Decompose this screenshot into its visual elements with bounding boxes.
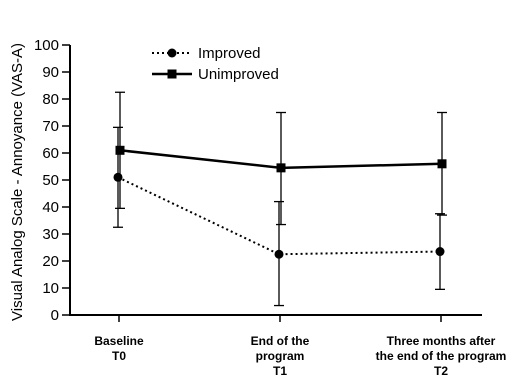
y-tick-label: 80 [42, 91, 59, 108]
data-point [435, 247, 445, 257]
y-tick-label: 50 [42, 172, 59, 189]
legend-item-improved: Improved [152, 45, 261, 62]
y-tick-label: 30 [42, 226, 59, 243]
x-tick-label: End of the [251, 334, 310, 348]
legend-marker [167, 69, 177, 79]
data-point [274, 249, 284, 259]
x-tick-label: the end of the program [376, 349, 507, 363]
series-unimproved [115, 91, 447, 226]
x-tick-label: T0 [112, 349, 126, 363]
y-tick-label: 40 [42, 199, 59, 216]
y-ticks: 0 10 20 30 40 50 60 70 80 90 100 [34, 37, 70, 324]
y-tick-label: 90 [42, 64, 59, 81]
y-tick-label: 10 [42, 280, 59, 297]
y-tick-label: 20 [42, 253, 59, 270]
x-tick-label: T1 [273, 364, 287, 378]
legend-label: Improved [198, 45, 261, 62]
series-layer [113, 91, 447, 307]
y-tick-label: 70 [42, 118, 59, 135]
data-point [115, 145, 125, 155]
x-tick-label: Baseline [94, 334, 144, 348]
data-point [437, 159, 447, 169]
data-point [113, 172, 123, 182]
y-tick-label: 0 [51, 307, 59, 324]
series-line [117, 176, 441, 256]
x-tick-label: Three months after [387, 334, 496, 348]
y-axis-title: Visual Analog Scale - Annoyance (VAS-A) [9, 43, 26, 321]
y-tick-label: 100 [34, 37, 59, 54]
x-tick-label: program [256, 349, 305, 363]
legend-marker [167, 48, 177, 58]
y-axis: 0 10 20 30 40 50 60 70 80 90 100 [34, 37, 71, 324]
y-tick-label: 60 [42, 145, 59, 162]
legend: Improved Unimproved [152, 45, 279, 83]
x-tick-label: T2 [434, 364, 448, 378]
legend-item-unimproved: Unimproved [152, 66, 279, 83]
legend-label: Unimproved [198, 66, 279, 83]
data-point [276, 163, 286, 173]
